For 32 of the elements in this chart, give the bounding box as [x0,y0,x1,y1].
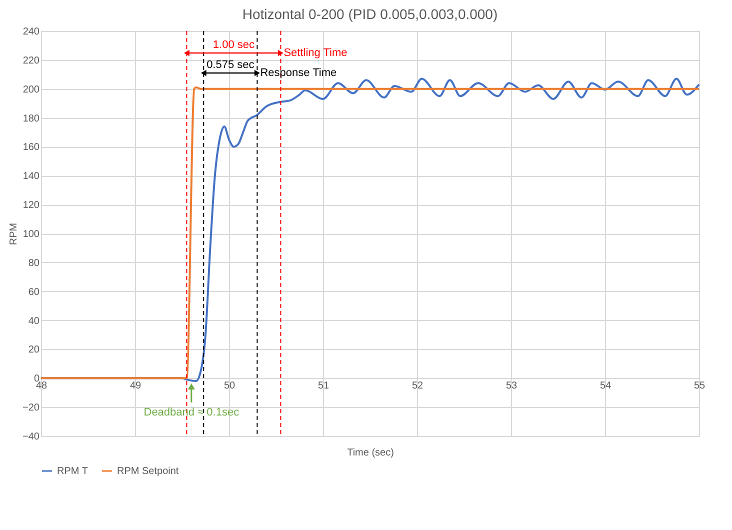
x-tick-label: 55 [694,380,706,392]
x-tick-label: 54 [600,380,612,392]
ref-line-label: Settling Time [284,47,348,59]
x-tick-label: 51 [318,380,330,392]
x-tick-label: 53 [506,380,518,392]
annotation: 1.00 sec [212,39,255,51]
y-tick-label: 140 [22,171,40,182]
y-tick-label: 220 [22,55,40,66]
annotation: Deadband ≈ 0.1sec [144,406,240,418]
y-tick-label: 100 [22,229,40,240]
annotation: 0.575 sec [206,59,255,71]
y-axis-title: RPM [8,222,20,246]
y-tick-label: 160 [22,142,40,154]
x-tick-label: 48 [36,380,48,392]
chart-title: Hotizontal 0-200 (PID 0.005,0.003,0.000) [242,6,498,22]
y-tick-label: −20 [22,402,40,414]
x-tick-label: 49 [130,380,142,392]
y-tick-label: 120 [22,200,40,212]
y-tick-label: 40 [28,316,40,327]
legend-label: RPM T [57,466,88,477]
y-tick-label: 60 [28,286,40,298]
y-tick-label: 200 [22,84,40,96]
x-axis-title: Time (sec) [347,448,394,458]
ref-line-label: Response Time [260,67,337,79]
y-tick-label: 180 [22,113,40,124]
x-tick-label: 52 [412,380,424,392]
y-tick-label: 240 [22,26,40,38]
y-tick-label: −40 [22,432,40,442]
x-tick-label: 50 [224,380,236,392]
y-tick-label: 80 [28,258,40,269]
legend-label: RPM Setpoint [117,466,179,477]
y-tick-label: 20 [28,344,40,356]
